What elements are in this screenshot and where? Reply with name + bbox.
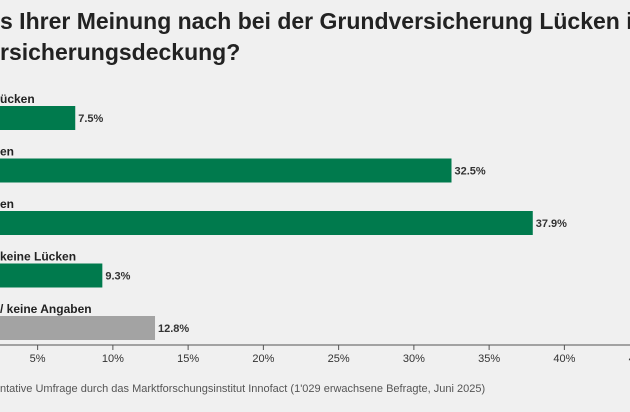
x-tick-label: 15% xyxy=(177,353,199,365)
value-label: 32.5% xyxy=(455,166,486,178)
category-label: / keine Angaben xyxy=(0,302,92,316)
source-note: ntative Umfrage durch das Marktforschung… xyxy=(0,383,486,395)
x-tick-label: 20% xyxy=(252,353,274,365)
value-label: 12.8% xyxy=(158,323,189,335)
chart-title: s Ihrer Meinung nach bei der Grundversic… xyxy=(0,6,630,68)
x-tick-label: 35% xyxy=(478,353,500,365)
bar xyxy=(0,106,76,130)
x-tick-label: 10% xyxy=(102,353,124,365)
chart-title-line-2: rsicherungsdeckung? xyxy=(0,39,241,65)
horizontal-bar-chart: ücken 7.5% en 32.5% en 37.9% keine Lücken 9.3% /… xyxy=(0,92,630,365)
x-tick-label: 45% xyxy=(629,353,630,365)
x-tick-label: 25% xyxy=(328,353,350,365)
category-label: en xyxy=(0,145,14,159)
x-tick-label: 40% xyxy=(553,353,575,365)
category-label: en xyxy=(0,197,14,211)
bar xyxy=(0,211,533,235)
value-label: 9.3% xyxy=(105,271,130,283)
category-label: ücken xyxy=(0,92,35,106)
x-tick-label: 30% xyxy=(403,353,425,365)
bar xyxy=(0,263,103,288)
bar xyxy=(0,158,452,183)
value-label: 7.5% xyxy=(78,113,103,125)
value-label: 37.9% xyxy=(536,218,567,230)
x-tick-label: 5% xyxy=(30,353,46,365)
chart-title-line-1: s Ihrer Meinung nach bei der Grundversic… xyxy=(0,8,630,34)
category-label: keine Lücken xyxy=(0,250,76,264)
bar xyxy=(0,316,156,340)
